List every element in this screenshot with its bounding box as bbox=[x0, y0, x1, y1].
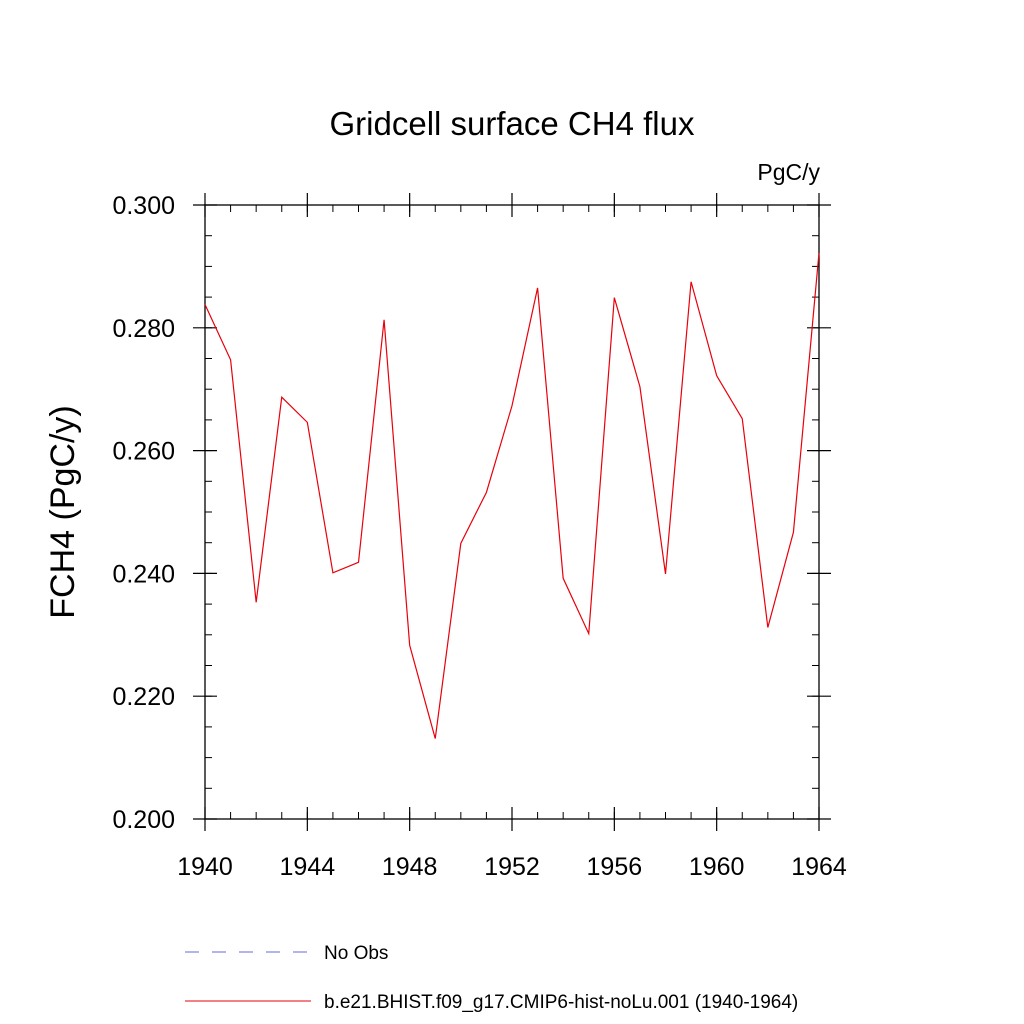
y-tick-label: 0.280 bbox=[112, 315, 175, 343]
plot-frame bbox=[204, 204, 820, 820]
series-line bbox=[204, 252, 820, 739]
y-tick-label: 0.200 bbox=[112, 806, 175, 834]
x-tick-label: 1960 bbox=[689, 853, 745, 881]
y-tick-label: 0.300 bbox=[112, 192, 175, 220]
y-tick-label: 0.220 bbox=[112, 683, 175, 711]
y-tick-label: 0.260 bbox=[112, 438, 175, 466]
units-label: PgC/y bbox=[757, 159, 820, 185]
legend-label: b.e21.BHIST.f09_g17.CMIP6-hist-noLu.001 … bbox=[324, 992, 798, 1013]
legend: No Obs b.e21.BHIST.f09_g17.CMIP6-hist-noL… bbox=[185, 943, 798, 1013]
y-axis-label: FCH4 (PgC/y) bbox=[44, 405, 82, 618]
x-tick-label: 1944 bbox=[280, 853, 336, 881]
chart-title: Gridcell surface CH4 flux bbox=[330, 105, 695, 142]
x-tick-label: 1940 bbox=[177, 853, 233, 881]
x-tick-label: 1964 bbox=[791, 853, 847, 881]
x-tick-label: 1952 bbox=[484, 853, 540, 881]
minor-ticks bbox=[204, 204, 820, 820]
x-tick-label: 1956 bbox=[587, 853, 643, 881]
y-tick-label: 0.240 bbox=[112, 560, 175, 588]
x-tick-label: 1948 bbox=[382, 853, 438, 881]
y-tick-labels: 0.200 0.220 0.240 0.260 0.280 0.300 bbox=[112, 192, 175, 834]
x-tick-labels: 1940 1944 1948 1952 1956 1960 1964 bbox=[177, 853, 847, 881]
series-group bbox=[204, 252, 820, 739]
legend-label: No Obs bbox=[324, 943, 388, 964]
major-ticks bbox=[193, 193, 831, 831]
